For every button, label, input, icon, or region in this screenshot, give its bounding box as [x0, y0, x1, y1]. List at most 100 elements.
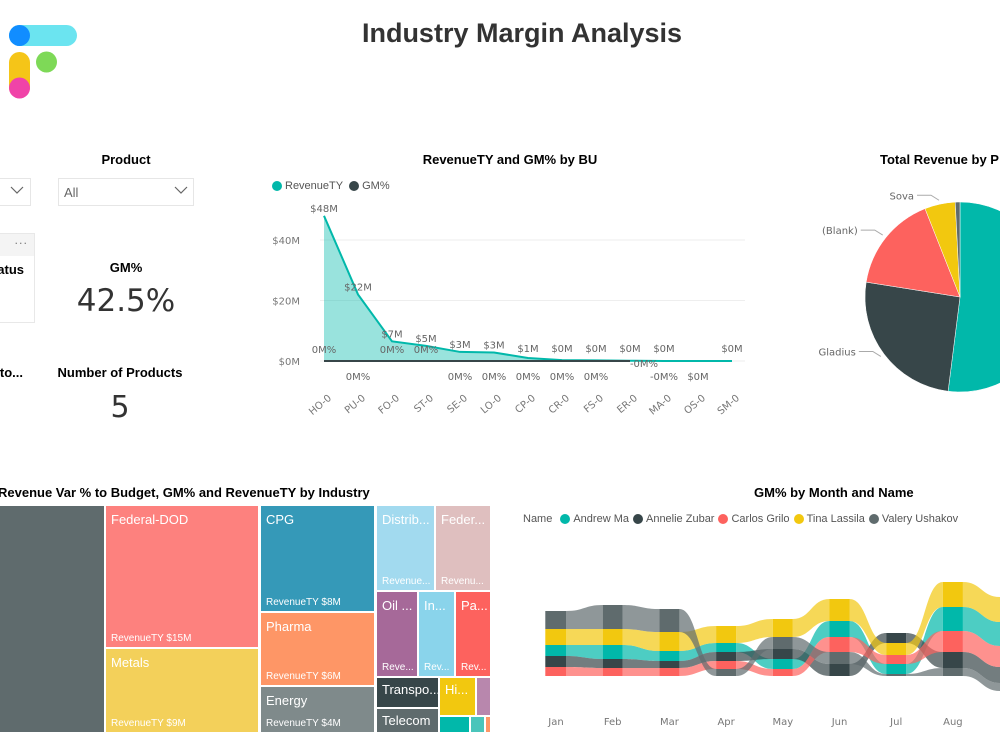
- ribbon-segment[interactable]: [602, 659, 623, 668]
- ribbon-segment[interactable]: [829, 621, 850, 637]
- treemap-tile[interactable]: [476, 677, 491, 716]
- ribbon[interactable]: [622, 629, 660, 651]
- ribbon[interactable]: [679, 652, 717, 668]
- treemap-tile[interactable]: Distrib... Revenue...: [376, 505, 435, 591]
- ribbon-segment[interactable]: [716, 652, 737, 661]
- treemap-tile[interactable]: Energy RevenueTY $4M: [260, 686, 375, 733]
- ribbon-segment[interactable]: [942, 631, 963, 652]
- ribbon[interactable]: [545, 629, 546, 645]
- treemap-tile[interactable]: CPG RevenueTY $8M: [260, 505, 375, 612]
- product-slicer-dropdown[interactable]: All: [58, 178, 194, 206]
- ribbon[interactable]: [736, 637, 773, 676]
- ribbon[interactable]: [545, 656, 546, 667]
- treemap-tile[interactable]: Federal-DOD RevenueTY $15M: [105, 505, 259, 648]
- ribbon[interactable]: [622, 605, 660, 632]
- ribbon[interactable]: [545, 645, 546, 656]
- ribbon[interactable]: [545, 667, 546, 676]
- ribbon-segment[interactable]: [659, 668, 680, 676]
- ribbon[interactable]: [736, 619, 773, 643]
- ribbon[interactable]: [622, 659, 660, 668]
- ribbon-segment[interactable]: [602, 605, 623, 629]
- ribbon-segment[interactable]: [772, 649, 793, 659]
- ribbon-segment[interactable]: [829, 599, 850, 621]
- legend-item-revenuety[interactable]: RevenueTY: [272, 180, 343, 192]
- treemap-tile[interactable]: Oil ... Reve...: [376, 591, 418, 677]
- ribbon[interactable]: [566, 645, 603, 659]
- treemap-tile[interactable]: Pharma RevenueTY $6M: [260, 612, 375, 686]
- treemap-tile[interactable]: Transpo...: [376, 677, 439, 708]
- ribbon-segment[interactable]: [716, 626, 737, 643]
- ribbon-segment[interactable]: [772, 619, 793, 637]
- ribbon-segment[interactable]: [546, 656, 566, 667]
- ribbon-segment[interactable]: [942, 668, 963, 676]
- legend-item[interactable]: Andrew Ma: [560, 513, 629, 525]
- ribbon-segment[interactable]: [942, 607, 963, 631]
- ribbon-segment[interactable]: [659, 651, 680, 661]
- ribbon[interactable]: [849, 599, 887, 655]
- ribbon-segment[interactable]: [942, 582, 963, 607]
- legend-item[interactable]: Tina Lassila: [793, 513, 865, 525]
- treemap-tile[interactable]: In... Rev...: [418, 591, 455, 677]
- treemap-tile[interactable]: Feder... Revenu...: [435, 505, 491, 591]
- ribbon-segment[interactable]: [886, 643, 907, 655]
- treemap-tile[interactable]: Telecom: [376, 708, 439, 733]
- ribbon[interactable]: [545, 611, 546, 629]
- ribbon[interactable]: [622, 668, 660, 676]
- treemap-tile[interactable]: Pa... Rev...: [455, 591, 491, 677]
- ribbon-segment[interactable]: [546, 667, 566, 676]
- ribbon-segment[interactable]: [659, 661, 680, 668]
- ribbon-segment[interactable]: [659, 609, 680, 632]
- ribbon[interactable]: [566, 667, 603, 676]
- treemap-tile[interactable]: [485, 716, 491, 733]
- treemap-tile[interactable]: [470, 716, 485, 733]
- ribbon-segment[interactable]: [829, 637, 850, 652]
- ribbon-segment[interactable]: [886, 674, 907, 676]
- ribbon-segment[interactable]: [659, 632, 680, 651]
- ribbon[interactable]: [906, 631, 943, 664]
- ribbon[interactable]: [792, 599, 830, 637]
- ribbon-segment[interactable]: [829, 664, 850, 676]
- ribbon[interactable]: [566, 629, 603, 645]
- more-options-icon[interactable]: ...: [0, 234, 34, 256]
- ribbon[interactable]: [849, 652, 887, 676]
- ribbon[interactable]: [566, 605, 603, 629]
- ribbon[interactable]: [906, 582, 943, 655]
- legend-item[interactable]: Valery Ushakov: [868, 513, 958, 525]
- ribbon-segment[interactable]: [886, 633, 907, 643]
- ribbon[interactable]: [679, 609, 717, 676]
- treemap-tile[interactable]: Hi...: [439, 677, 476, 716]
- ribbon-segment[interactable]: [886, 664, 907, 674]
- legend-item[interactable]: Annelie Zubar: [632, 513, 714, 525]
- pie-slice[interactable]: [864, 281, 961, 392]
- ribbon[interactable]: [962, 607, 1000, 646]
- pie-slice[interactable]: [954, 201, 961, 298]
- pie-slice[interactable]: [865, 208, 961, 298]
- ribbon[interactable]: [849, 637, 887, 664]
- ribbon-segment[interactable]: [886, 655, 907, 664]
- ribbon-segment[interactable]: [716, 669, 737, 676]
- legend-item[interactable]: Carlos Grilo: [718, 513, 790, 525]
- ribbon-segment[interactable]: [602, 645, 623, 659]
- treemap-tile[interactable]: [439, 716, 470, 733]
- ribbon-segment[interactable]: [716, 643, 737, 652]
- ribbon[interactable]: [622, 645, 660, 661]
- ribbon[interactable]: [566, 656, 603, 668]
- left-slicer-dropdown[interactable]: [0, 178, 31, 206]
- ribbon-segment[interactable]: [772, 637, 793, 649]
- ribbon[interactable]: [962, 631, 1000, 667]
- ribbon[interactable]: [906, 607, 943, 674]
- ribbon-segment[interactable]: [602, 629, 623, 645]
- ribbon[interactable]: [962, 582, 1000, 622]
- ribbon[interactable]: [736, 661, 773, 676]
- ribbon-segment[interactable]: [546, 645, 566, 656]
- ribbon-segment[interactable]: [716, 661, 737, 669]
- ribbon-segment[interactable]: [602, 668, 623, 676]
- legend-item-gm[interactable]: GM%: [349, 180, 390, 192]
- ribbon[interactable]: [906, 668, 943, 676]
- ribbon[interactable]: [962, 652, 1000, 683]
- ribbon[interactable]: [792, 637, 830, 664]
- ribbon-segment[interactable]: [829, 652, 850, 664]
- ribbon-segment[interactable]: [772, 669, 793, 676]
- ribbon-segment[interactable]: [546, 611, 566, 629]
- treemap-tile[interactable]: Metals RevenueTY $9M: [105, 648, 259, 733]
